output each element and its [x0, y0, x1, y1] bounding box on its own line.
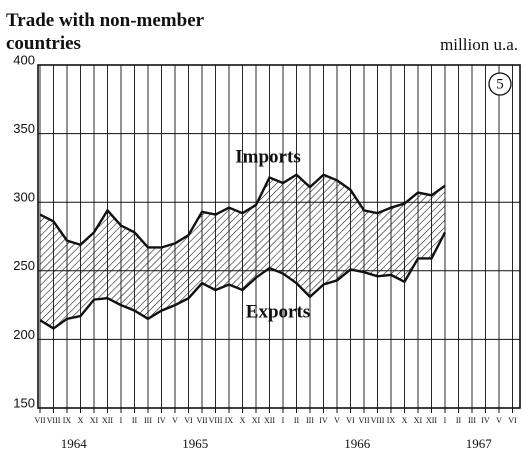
x-tick-label: I	[444, 416, 447, 425]
x-tick-label: VIII	[209, 416, 223, 425]
x-tick-label: II	[456, 416, 462, 425]
x-tick-label: VIII	[47, 416, 61, 425]
year-label: 1967	[466, 436, 493, 451]
plot-frame	[37, 64, 521, 409]
x-tick-label: VII	[196, 416, 207, 425]
series-label: Exports	[246, 301, 310, 322]
y-tick-label: 250	[13, 258, 35, 273]
year-label: 1964	[61, 436, 88, 451]
x-tick-label: XII	[426, 416, 437, 425]
x-tick-label: X	[240, 416, 246, 425]
x-tick-label: IV	[319, 416, 328, 425]
chart-title: countries	[6, 33, 81, 54]
series-line	[39, 231, 447, 330]
x-tick-label: V	[334, 416, 340, 425]
x-tick-label: IV	[157, 416, 166, 425]
x-tick-label: XI	[414, 416, 423, 425]
x-tick-label: VII	[358, 416, 369, 425]
y-tick-label: 400	[13, 52, 35, 67]
x-tick-label: VII	[34, 416, 45, 425]
x-tick-label: V	[172, 416, 178, 425]
x-tick-label: XII	[264, 416, 275, 425]
series-line	[39, 173, 446, 249]
x-tick-label: VI	[508, 416, 517, 425]
x-tick-label: II	[294, 416, 300, 425]
x-tick-label: IX	[387, 416, 396, 425]
chart-title: Trade with non-member	[6, 10, 205, 31]
y-tick-label: 350	[13, 121, 35, 136]
series-label: Imports	[235, 146, 300, 167]
x-tick-label: I	[120, 416, 123, 425]
x-tick-label: IX	[225, 416, 234, 425]
x-tick-label: XII	[102, 416, 113, 425]
x-tick-label: VI	[346, 416, 355, 425]
x-tick-label: V	[496, 416, 502, 425]
x-tick-label: XI	[252, 416, 261, 425]
x-tick-label: I	[282, 416, 285, 425]
y-tick-label: 150	[13, 395, 35, 410]
x-tick-label: VI	[184, 416, 193, 425]
x-tick-label: III	[468, 416, 476, 425]
x-tick-label: X	[78, 416, 84, 425]
badge: 5	[496, 76, 504, 92]
year-label: 1966	[344, 436, 371, 451]
y-tick-label: 200	[13, 327, 35, 342]
x-tick-label: III	[306, 416, 314, 425]
x-tick-label: II	[132, 416, 138, 425]
year-label: 1965	[182, 436, 208, 451]
badge-circle	[488, 72, 512, 96]
y-tick-label: 300	[13, 190, 35, 205]
x-tick-label: XI	[90, 416, 99, 425]
x-tick-label: III	[144, 416, 152, 425]
x-tick-label: X	[402, 416, 408, 425]
hatched-band	[40, 174, 445, 329]
x-tick-label: IX	[63, 416, 72, 425]
unit-label: million u.a.	[440, 35, 518, 54]
x-tick-label: IV	[481, 416, 490, 425]
x-tick-label: VIII	[371, 416, 385, 425]
